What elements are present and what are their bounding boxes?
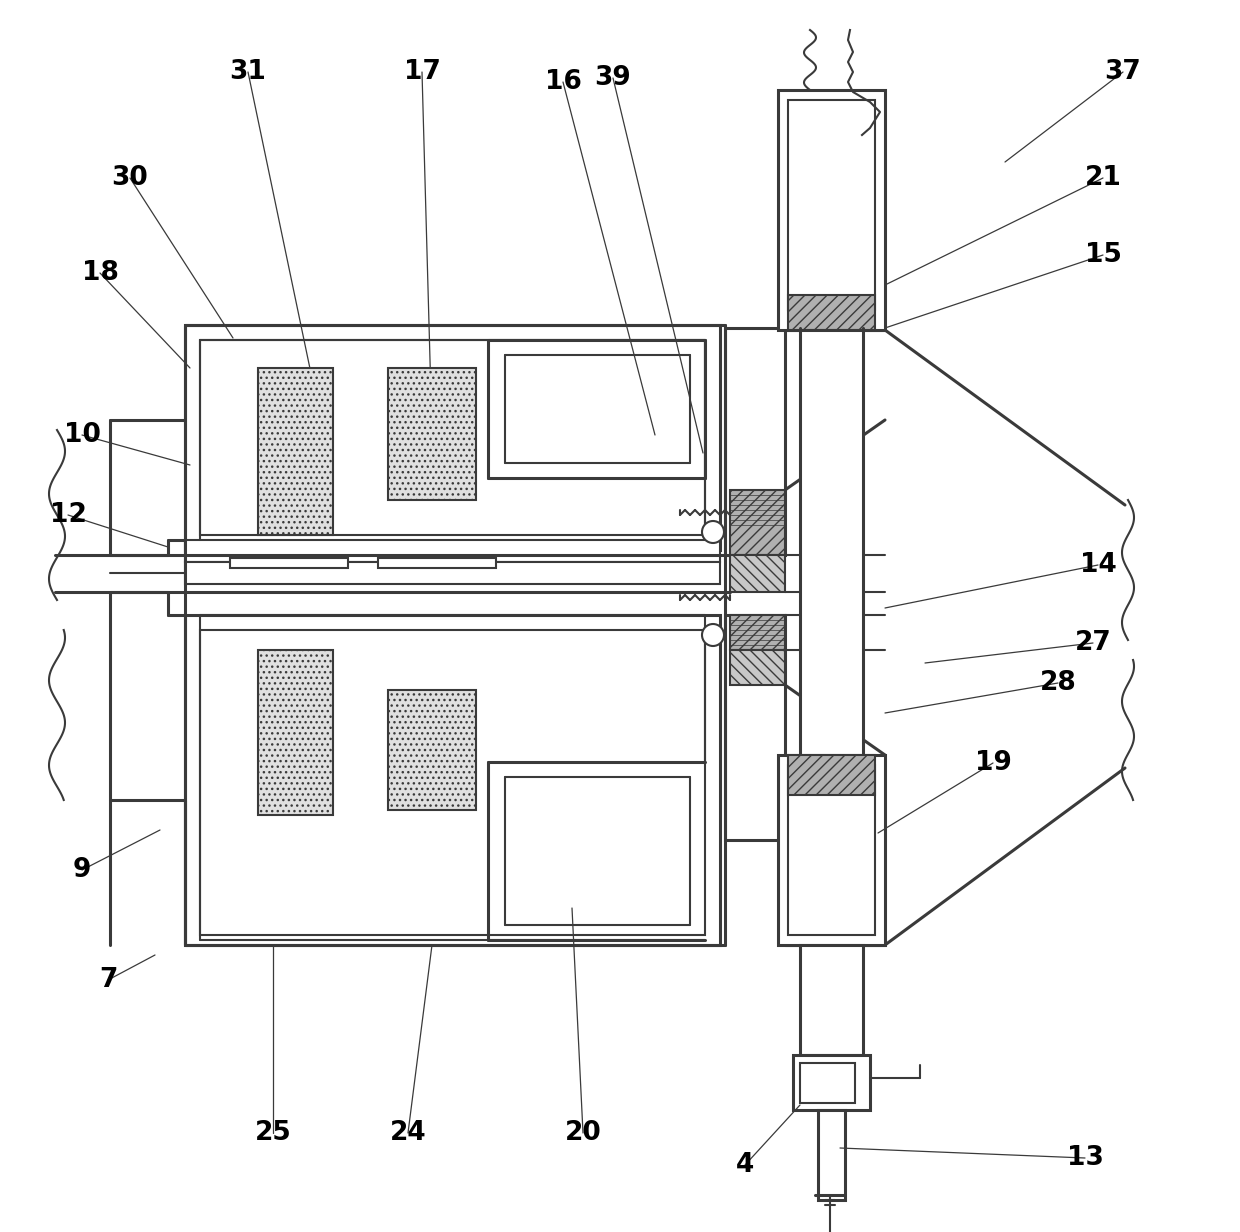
Text: 27: 27 (1075, 630, 1111, 655)
Text: 15: 15 (1085, 241, 1121, 269)
Polygon shape (730, 554, 785, 593)
Bar (388, 368, 476, 500)
Text: 16: 16 (544, 69, 582, 95)
Bar (794, 1055, 870, 1110)
Bar (818, 1110, 844, 1200)
Bar (787, 765, 875, 935)
Bar (388, 690, 476, 809)
Bar (185, 540, 720, 562)
Text: 25: 25 (254, 1120, 291, 1146)
Bar (229, 558, 348, 568)
Text: 4: 4 (735, 1152, 754, 1178)
Bar (777, 90, 885, 330)
Polygon shape (787, 755, 875, 795)
Text: 30: 30 (112, 165, 149, 191)
Text: 28: 28 (1039, 670, 1076, 696)
Text: 10: 10 (63, 423, 100, 448)
Text: 18: 18 (82, 260, 119, 286)
Bar (258, 650, 334, 816)
Text: 19: 19 (975, 750, 1012, 776)
Circle shape (702, 623, 724, 646)
Polygon shape (787, 294, 875, 330)
Text: 9: 9 (73, 857, 92, 883)
Bar (725, 615, 785, 840)
Bar (725, 328, 785, 554)
Text: 12: 12 (50, 501, 87, 529)
Text: 7: 7 (99, 967, 118, 993)
Text: 31: 31 (229, 59, 267, 85)
Bar (258, 368, 334, 535)
Bar (800, 1063, 856, 1103)
Bar (777, 755, 885, 945)
Bar (185, 615, 720, 945)
Bar (200, 630, 706, 935)
Text: 13: 13 (1066, 1145, 1104, 1170)
Text: 20: 20 (564, 1120, 601, 1146)
Text: 21: 21 (1085, 165, 1121, 191)
Bar (787, 100, 875, 310)
Text: 17: 17 (403, 59, 440, 85)
Polygon shape (730, 490, 785, 554)
Text: 24: 24 (389, 1120, 427, 1146)
Bar (378, 558, 496, 568)
Text: 37: 37 (1105, 59, 1141, 85)
Bar (800, 330, 863, 945)
Text: 39: 39 (595, 65, 631, 91)
Bar (185, 325, 720, 549)
Bar (800, 945, 863, 1055)
Circle shape (702, 521, 724, 543)
Polygon shape (730, 650, 785, 685)
Bar (185, 562, 720, 584)
Polygon shape (730, 615, 785, 650)
Bar (200, 340, 706, 535)
Text: 14: 14 (1080, 552, 1116, 578)
